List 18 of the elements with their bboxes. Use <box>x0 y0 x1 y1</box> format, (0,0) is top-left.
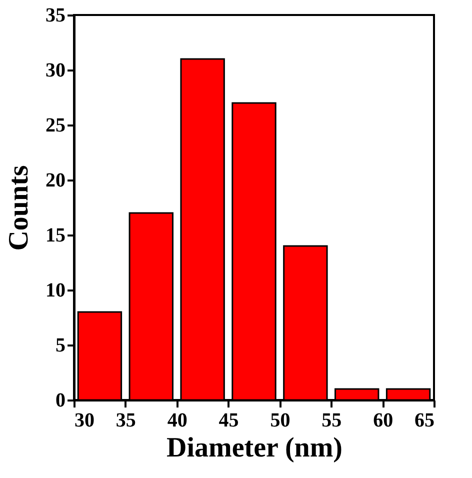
y-tick-label: 5 <box>56 334 66 356</box>
x-tick-label: 55 <box>322 410 342 432</box>
x-tick-label: 40 <box>167 410 188 432</box>
x-tick-label: 30 <box>74 410 94 432</box>
y-tick-label: 15 <box>46 224 66 246</box>
y-tick-label: 30 <box>46 60 66 82</box>
y-tick-label: 25 <box>46 114 66 136</box>
y-tick-label: 35 <box>46 4 66 26</box>
x-tick-label: 45 <box>218 410 239 432</box>
y-axis-title: Counts <box>4 165 34 251</box>
x-axis-title: Diameter (nm) <box>166 432 342 464</box>
y-tick-label: 20 <box>46 170 66 192</box>
y-tick-label: 0 <box>56 390 66 412</box>
x-tick-label: 65 <box>414 410 434 432</box>
y-tick-label: 10 <box>46 280 66 302</box>
x-tick-label: 35 <box>116 410 136 432</box>
x-tick-label: 50 <box>270 410 290 432</box>
x-tick-label: 60 <box>373 410 394 432</box>
